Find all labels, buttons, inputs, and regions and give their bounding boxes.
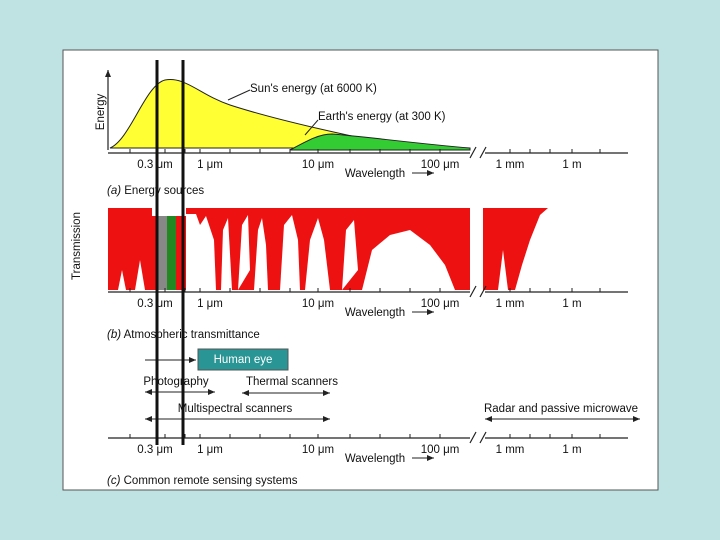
axis-label: Wavelength [345,168,405,180]
human-eye-box [197,348,289,371]
x-tick-label: 1 m [562,298,581,310]
caption-letter: (b) [107,329,121,341]
axis-break [469,285,487,298]
visible-green [167,216,176,290]
caption-text: Energy sources [124,185,204,197]
x-tick-label: 10 μm [302,298,334,310]
x-tick-label: 1 μm [197,444,223,456]
x-tick-label: 1 μm [197,298,223,310]
annotation: Human eye [214,354,273,366]
x-tick-label: 100 μm [421,444,460,456]
annotation: Earth's energy (at 300 K) [318,111,446,123]
caption-text: Atmospheric transmittance [124,329,260,341]
caption-letter: (c) [107,475,121,487]
y-label: Energy [95,94,107,131]
caption-text: Common remote sensing systems [124,475,298,487]
wavelength-axes: 0.3 μm 1 μm 10 μm 100 μm 1 mm 1 m Wavelength 0.… [108,146,628,465]
x-tick-label: 1 mm [496,444,525,456]
visible-red [176,216,186,290]
x-tick-label: 1 μm [197,159,223,171]
x-tick-label: 100 μm [421,298,460,310]
x-tick-label: 0.3 μm [137,298,172,310]
annotation: Photography [143,376,208,388]
axis-label: Wavelength [345,453,405,465]
x-tick-label: 1 m [562,444,581,456]
x-tick-label: 10 μm [302,159,334,171]
windows [118,208,508,290]
y-label: Transmission [71,212,83,280]
x-tick-label: 10 μm [302,444,334,456]
x-tick-label: 100 μm [421,159,460,171]
x-tick-label: 1 mm [496,159,525,171]
x-tick-label: 0.3 μm [137,444,172,456]
leader [227,89,251,101]
caption: (c) Common remote sensing systems [107,475,298,487]
x-tick-label: 0.3 μm [137,159,172,171]
visible-violet [157,216,167,290]
leader [304,119,319,136]
axis-label: Wavelength [345,307,405,319]
annotation: Multispectral scanners [178,403,293,415]
x-tick-label: 1 mm [496,298,525,310]
absorption [483,208,548,290]
caption-letter: (a) [107,185,121,197]
panel-b: Transmission (b) Atmospheric transmittan… [71,208,548,341]
earth-curve [289,133,471,151]
annotation: Sun's energy (at 6000 K) [250,83,377,95]
x-tick-label: 1 m [562,159,581,171]
annotation: Radar and passive microwave [484,403,638,415]
axis-break [469,431,487,444]
panel-c: Human eye Photography Thermal scanners M… [107,348,640,487]
annotation: Thermal scanners [246,376,338,388]
axis-break [469,146,487,159]
